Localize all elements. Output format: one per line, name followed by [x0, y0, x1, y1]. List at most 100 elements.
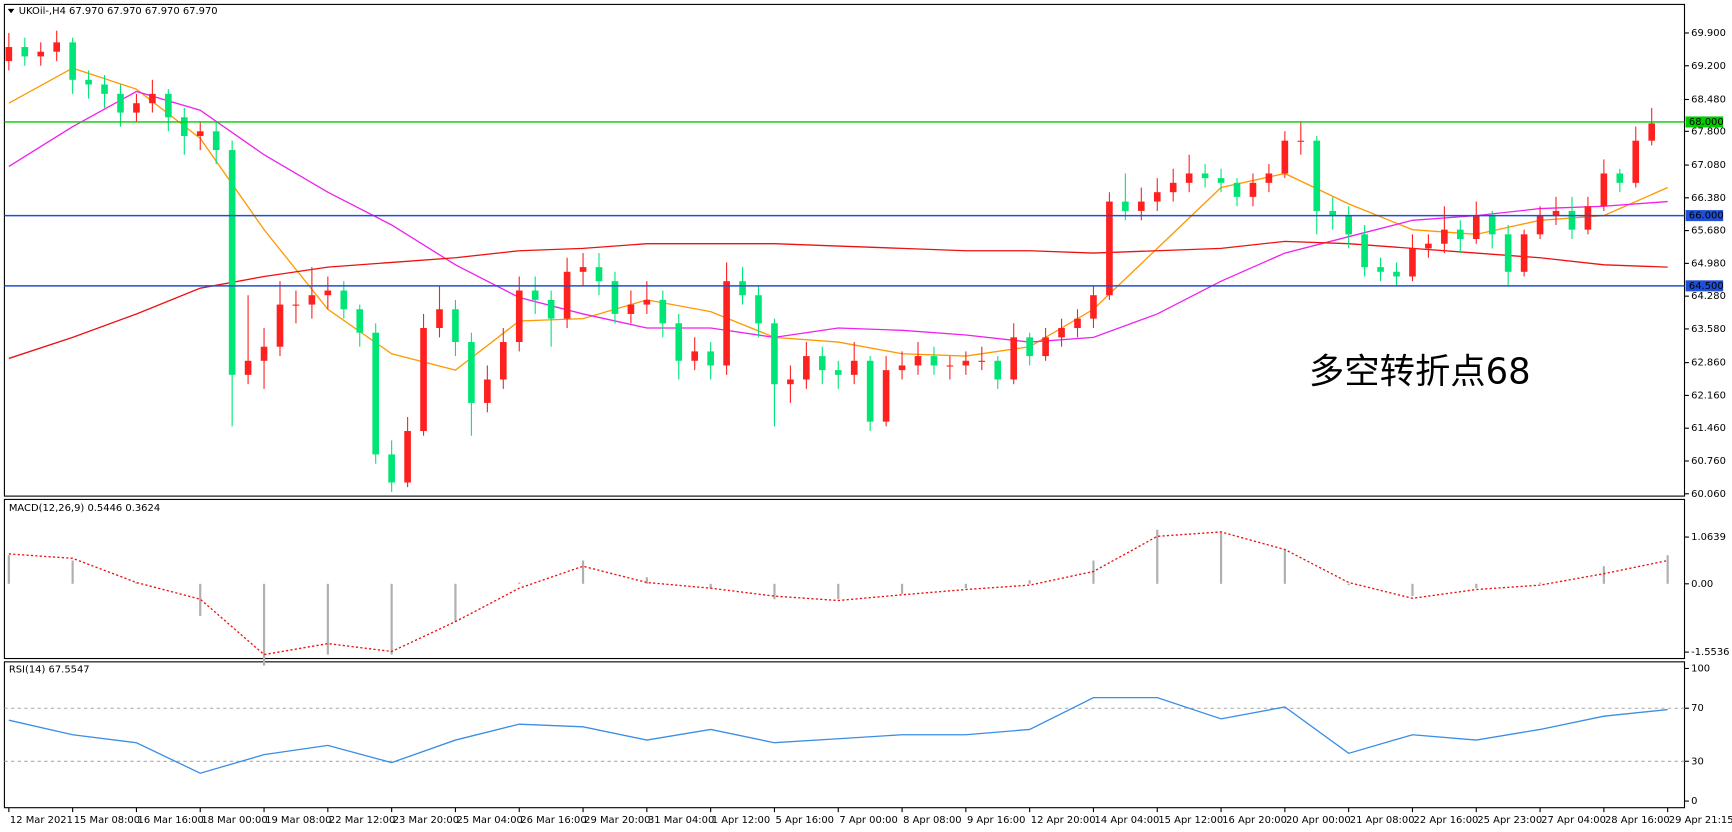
- candle-body: [1616, 173, 1624, 183]
- macd-bar: [1475, 583, 1478, 589]
- candle-body: [21, 47, 29, 57]
- x-tick-label: 1 Apr 12:00: [712, 815, 770, 826]
- macd-bar: [1219, 532, 1223, 584]
- candle-body: [1441, 229, 1448, 244]
- x-tick-label: 31 Mar 04:00: [648, 815, 714, 826]
- y-tick-label: 69.900: [1691, 28, 1726, 39]
- candle-body: [755, 295, 762, 324]
- macd-bar: [1602, 566, 1605, 584]
- candle-body: [850, 360, 858, 375]
- candle-body: [803, 356, 810, 380]
- candle-body: [882, 370, 890, 422]
- rsi-title: RSI(14) 67.5547: [9, 665, 90, 676]
- candle-body: [771, 323, 778, 385]
- candle-body: [1249, 182, 1257, 197]
- price-panel: [3, 3, 1686, 497]
- candle-body: [1472, 215, 1480, 240]
- x-tick-label: 15 Mar 08:00: [74, 815, 140, 826]
- macd-bar: [1666, 555, 1669, 584]
- macd-bar: [773, 583, 776, 600]
- level-label-box: [1685, 280, 1724, 292]
- candle-body: [499, 342, 507, 380]
- candle-body: [436, 309, 443, 328]
- candle-body: [531, 290, 539, 300]
- candle-body: [101, 84, 108, 94]
- candle-body: [1345, 215, 1352, 235]
- candle-body: [180, 117, 188, 137]
- y-tick-label: 61.460: [1691, 423, 1726, 434]
- candle-body: [962, 360, 970, 366]
- candle-body: [866, 360, 874, 422]
- y-tick-label: 64.280: [1691, 291, 1726, 302]
- y-tick-label: -1.5536: [1691, 647, 1729, 658]
- macd-bar: [1156, 529, 1159, 584]
- candle-body: [1552, 210, 1560, 216]
- macd-bar: [199, 583, 202, 616]
- candle-body: [1488, 215, 1496, 235]
- rsi-line: [8, 696, 1668, 774]
- candle-body: [914, 356, 922, 366]
- y-tick-label: 62.160: [1691, 390, 1726, 401]
- candle-body: [388, 454, 395, 483]
- candle-body: [1265, 173, 1273, 183]
- x-tick-label: 7 Apr 00:00: [839, 815, 897, 826]
- x-tick-label: 28 Apr 16:00: [1605, 815, 1670, 826]
- macd-bar: [645, 577, 648, 584]
- macd-bar: [709, 583, 712, 589]
- x-tick-label: 14 Apr 04:00: [1095, 815, 1160, 826]
- candle-body: [659, 299, 667, 324]
- candle-body: [133, 103, 140, 113]
- x-tick-label: 8 Apr 08:00: [903, 815, 961, 826]
- candle-body: [1520, 234, 1528, 272]
- moving-average: [8, 90, 1668, 343]
- macd-bar: [1283, 549, 1286, 584]
- level-label-box: [1685, 116, 1724, 128]
- macd-bar: [390, 583, 393, 655]
- candle-body: [515, 290, 523, 343]
- x-tick-label: 25 Apr 23:00: [1477, 815, 1542, 826]
- macd-bar: [581, 560, 585, 584]
- macd-bar: [1347, 583, 1350, 586]
- candle-body: [117, 93, 124, 113]
- x-tick-label: 25 Mar 04:00: [457, 815, 523, 826]
- y-tick-label: 62.860: [1691, 358, 1726, 369]
- macd-bar: [326, 583, 329, 655]
- x-tick-label: 12 Mar 2021: [10, 815, 73, 826]
- x-tick-label: 27 Apr 04:00: [1541, 815, 1606, 826]
- y-tick-label: 100: [1691, 663, 1710, 674]
- macd-bar: [71, 560, 74, 584]
- candle-body: [468, 342, 475, 403]
- candle-body: [547, 299, 555, 319]
- candle-body: [196, 131, 204, 137]
- x-tick-label: 20 Apr 00:00: [1286, 815, 1351, 826]
- candle-body: [739, 281, 746, 296]
- candle-body: [1153, 192, 1161, 202]
- x-tick-label: 29 Apr 21:15: [1669, 815, 1732, 826]
- x-tick-label: 22 Mar 12:00: [329, 815, 395, 826]
- y-tick-label: 68.480: [1691, 94, 1726, 105]
- y-tick-label: 60.060: [1691, 489, 1726, 500]
- candle-body: [1058, 327, 1065, 338]
- candle-body: [1409, 248, 1416, 277]
- macd-bar: [964, 583, 967, 589]
- candle-body: [930, 356, 938, 366]
- menu-triangle[interactable]: [7, 8, 15, 14]
- candle-body: [69, 42, 76, 80]
- x-tick-label: 19 Mar 08:00: [265, 815, 331, 826]
- macd-bar: [900, 583, 904, 594]
- price-title: UKOil-,H4 67.970 67.970 67.970 67.970: [19, 6, 218, 17]
- level-label-box: [1685, 210, 1724, 222]
- x-tick-label: 26 Mar 16:00: [520, 815, 586, 826]
- candle-body: [898, 365, 906, 371]
- candle-body: [1377, 267, 1384, 272]
- y-tick-label: 63.580: [1691, 324, 1726, 335]
- candle-body: [1281, 140, 1289, 174]
- candle-body: [1504, 234, 1512, 272]
- candle-body: [1457, 229, 1464, 240]
- candle-body: [212, 131, 220, 151]
- y-tick-label: 69.200: [1691, 61, 1726, 72]
- candle-body: [1648, 123, 1656, 141]
- candle-body: [85, 79, 92, 85]
